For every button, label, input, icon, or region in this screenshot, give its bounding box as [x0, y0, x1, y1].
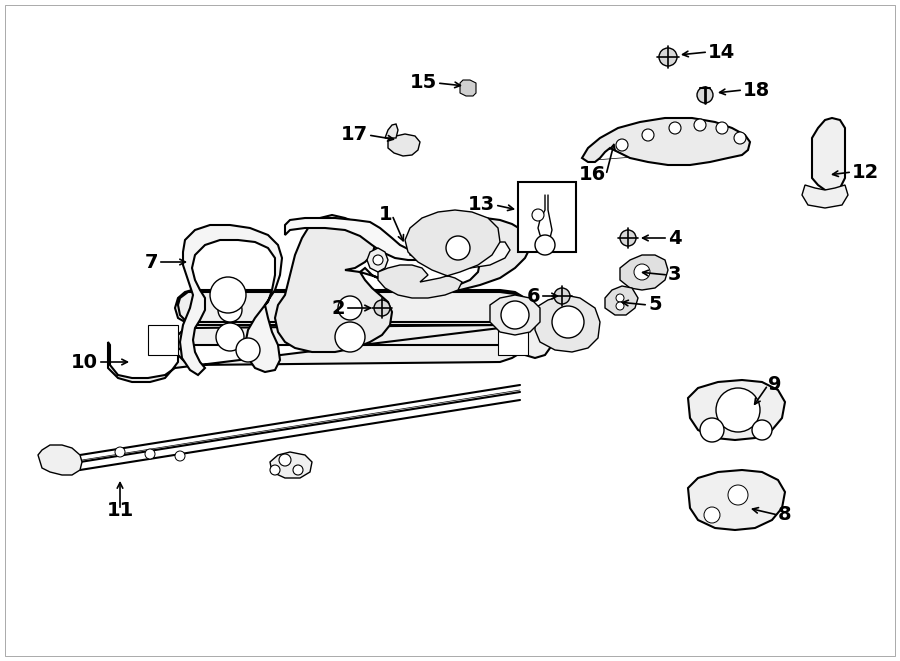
Circle shape	[694, 119, 706, 131]
Text: 18: 18	[743, 81, 770, 100]
Text: 5: 5	[648, 295, 662, 315]
Circle shape	[620, 230, 636, 246]
Circle shape	[669, 122, 681, 134]
Polygon shape	[802, 185, 848, 208]
Text: 4: 4	[668, 229, 681, 247]
Circle shape	[446, 236, 470, 260]
Text: 1: 1	[378, 206, 392, 225]
Text: 16: 16	[579, 165, 606, 184]
Circle shape	[704, 507, 720, 523]
Circle shape	[293, 465, 303, 475]
Circle shape	[642, 129, 654, 141]
Polygon shape	[688, 380, 785, 440]
Polygon shape	[285, 218, 475, 260]
Polygon shape	[38, 445, 82, 475]
Circle shape	[752, 420, 772, 440]
Circle shape	[700, 418, 724, 442]
Circle shape	[279, 454, 291, 466]
Text: 11: 11	[106, 500, 133, 520]
Text: 15: 15	[410, 73, 437, 93]
Circle shape	[716, 122, 728, 134]
Circle shape	[374, 300, 390, 316]
Circle shape	[532, 209, 544, 221]
Polygon shape	[385, 124, 398, 138]
Circle shape	[552, 306, 584, 338]
Polygon shape	[180, 225, 282, 375]
Text: 2: 2	[331, 299, 345, 317]
Circle shape	[145, 449, 155, 459]
Circle shape	[616, 294, 624, 302]
Text: 7: 7	[145, 253, 158, 272]
Circle shape	[175, 451, 185, 461]
Circle shape	[734, 132, 746, 144]
Circle shape	[210, 277, 246, 313]
Circle shape	[554, 288, 570, 304]
Circle shape	[634, 264, 650, 280]
Circle shape	[335, 322, 365, 352]
Text: 13: 13	[468, 196, 495, 215]
Bar	[148, 325, 178, 355]
Polygon shape	[388, 134, 420, 156]
Circle shape	[236, 338, 260, 362]
Polygon shape	[812, 118, 845, 192]
Circle shape	[338, 296, 362, 320]
Polygon shape	[620, 255, 668, 290]
Text: 14: 14	[708, 42, 735, 61]
Circle shape	[373, 255, 383, 265]
Text: 8: 8	[778, 506, 792, 524]
Polygon shape	[367, 248, 388, 272]
Circle shape	[501, 301, 529, 329]
Circle shape	[270, 465, 280, 475]
Circle shape	[218, 298, 242, 322]
Text: 10: 10	[71, 352, 98, 371]
Bar	[518, 182, 576, 252]
Circle shape	[535, 235, 555, 255]
Polygon shape	[605, 286, 638, 315]
Polygon shape	[688, 470, 785, 530]
Circle shape	[659, 48, 677, 66]
Circle shape	[616, 302, 624, 310]
Polygon shape	[275, 215, 530, 352]
Polygon shape	[490, 295, 540, 335]
Polygon shape	[108, 290, 550, 382]
Circle shape	[716, 388, 760, 432]
Text: 17: 17	[341, 126, 368, 145]
Circle shape	[728, 485, 748, 505]
Polygon shape	[410, 242, 510, 268]
Polygon shape	[378, 210, 500, 298]
Polygon shape	[270, 452, 312, 478]
Text: 3: 3	[668, 266, 681, 284]
Bar	[498, 325, 528, 355]
Text: 9: 9	[768, 375, 781, 395]
Polygon shape	[582, 118, 750, 165]
Circle shape	[115, 447, 125, 457]
Text: 12: 12	[852, 163, 879, 182]
Polygon shape	[535, 295, 600, 352]
Circle shape	[216, 323, 244, 351]
Polygon shape	[460, 80, 476, 96]
Circle shape	[616, 139, 628, 151]
Text: 6: 6	[526, 286, 540, 305]
Circle shape	[697, 87, 713, 103]
